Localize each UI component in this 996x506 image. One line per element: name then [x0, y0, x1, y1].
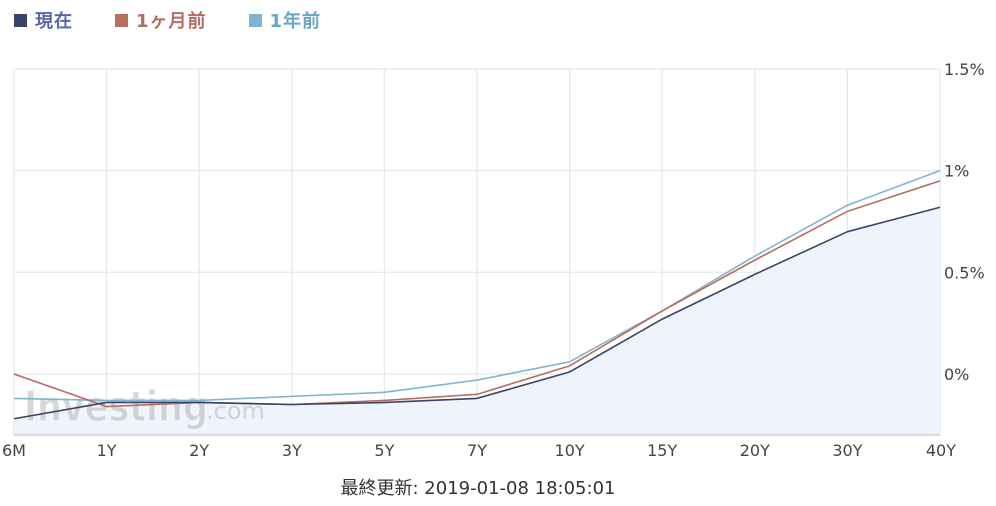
x-tick-label: 40Y [926, 441, 956, 460]
x-tick-label: 7Y [467, 441, 487, 460]
legend-swatch-1-month-ago [115, 13, 128, 27]
legend-label-1-month-ago: 1ヶ月前 [136, 11, 207, 32]
x-tick-label: 5Y [374, 441, 394, 460]
legend-swatch-current [14, 13, 27, 27]
series-line-current [13, 206, 941, 420]
series-line-1-month-ago [13, 180, 941, 408]
y-axis: 0% 0.5% 1% 1.5% [944, 60, 985, 384]
y-tick-label: 1.5% [944, 60, 985, 79]
series-line-1-year-ago [13, 169, 941, 402]
x-tick-label: 1Y [97, 441, 117, 460]
legend-label-1-year-ago: 1年前 [269, 11, 322, 32]
x-axis: 6M 1Y 2Y 3Y 5Y 7Y 10Y 15Y 20Y 30Y 40Y [2, 434, 956, 460]
y-tick-label: 0% [944, 365, 969, 384]
x-tick-label: 30Y [832, 441, 862, 460]
legend-item-1-year-ago[interactable]: 1年前 [248, 7, 322, 33]
legend-item-1-month-ago[interactable]: 1ヶ月前 [115, 7, 207, 33]
last-updated-footer: 最終更新: 2019-01-08 18:05:01 [340, 478, 616, 499]
x-tick-label: 20Y [740, 441, 770, 460]
area-layer [14, 207, 940, 435]
area-fill-current [14, 207, 940, 435]
watermark-suffix: .com [206, 397, 265, 425]
x-tick-label: 6M [2, 441, 26, 460]
legend-swatch-1-year-ago [248, 13, 262, 27]
legend-item-current[interactable]: 現在 [14, 7, 73, 33]
x-tick-label: 10Y [555, 441, 585, 460]
investing-watermark: Investing .com [23, 381, 265, 432]
x-tick-label: 3Y [282, 441, 302, 460]
x-tick-label: 15Y [647, 441, 677, 460]
chart-legend: 現在 1ヶ月前 1年前 [14, 8, 363, 32]
series-layer [13, 169, 941, 420]
y-tick-label: 1% [944, 162, 969, 181]
y-tick-label: 0.5% [944, 263, 985, 282]
x-tick-label: 2Y [189, 441, 209, 460]
legend-label-current: 現在 [35, 11, 73, 32]
